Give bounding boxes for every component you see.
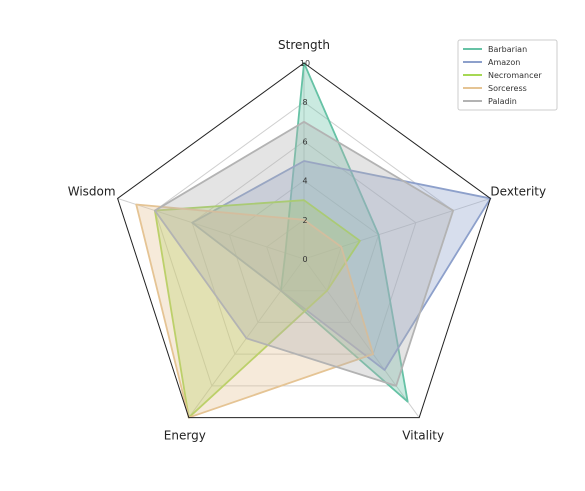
legend-label-necromancer: Necromancer: [488, 71, 542, 80]
legend-label-amazon: Amazon: [488, 58, 520, 67]
grid-ring-4: [228, 179, 380, 323]
grid-ring-8: [154, 101, 454, 387]
series-barbarian: [280, 62, 409, 403]
legend-label-sorceress: Sorceress: [488, 84, 527, 93]
legend: Barbarian Amazon Necromancer Sorceress Palad…: [457, 39, 558, 111]
series-paladin: [153, 120, 455, 387]
axis-label-vitality: Vitality: [402, 429, 444, 443]
grid-ring-6: [191, 140, 417, 355]
axis-label-strength: Strength: [278, 38, 330, 52]
legend-box: [457, 39, 558, 111]
spoke-dexterity: [303, 197, 491, 260]
legend-label-paladin: Paladin: [488, 97, 517, 106]
series-amazon: [191, 160, 492, 371]
series-sorceress: [135, 203, 375, 419]
tick-label-6: 6: [302, 137, 307, 146]
spoke-wisdom: [117, 197, 305, 260]
series-layer: [135, 62, 492, 419]
legend-label-barbarian: Barbarian: [488, 45, 527, 54]
axis-label-energy: Energy: [164, 429, 206, 443]
tick-label-10: 10: [300, 59, 310, 68]
tick-label-2: 2: [302, 216, 307, 225]
labels: 0 2 4 6 8 10 Strength Dexterity Vitality Energy Wi…: [68, 38, 546, 443]
tick-label-0: 0: [302, 255, 307, 264]
spoke-vitality: [303, 258, 420, 418]
outer-polygon: [117, 62, 491, 419]
axis-label-wisdom: Wisdom: [68, 184, 116, 198]
axis-label-dexterity: Dexterity: [490, 184, 546, 198]
outer-frame: [117, 62, 491, 419]
tick-label-8: 8: [302, 98, 307, 107]
tick-label-4: 4: [302, 177, 307, 186]
